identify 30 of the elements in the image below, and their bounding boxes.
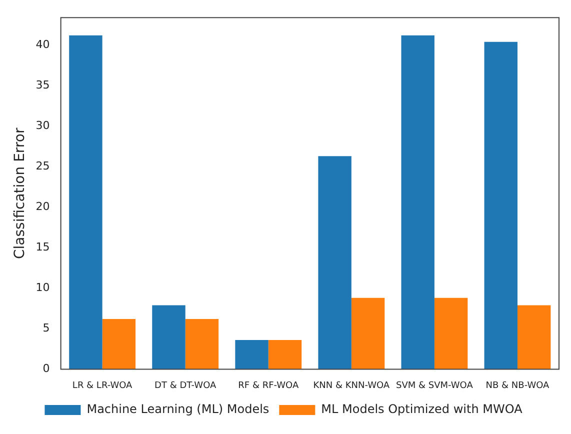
bar [268, 340, 302, 370]
legend-label: ML Models Optimized with MWOA [321, 402, 524, 416]
x-tick-label: SVM & SVM-WOA [396, 380, 474, 391]
y-tick-label: 20 [36, 200, 50, 214]
bar [185, 318, 219, 370]
x-tick-label: NB & NB-WOA [486, 380, 550, 391]
bar [484, 42, 518, 370]
y-tick-label: 5 [42, 322, 50, 335]
x-tick-label: LR & LR-WOA [72, 380, 134, 391]
bar [69, 35, 102, 370]
y-tick-label: 25 [36, 160, 50, 173]
legend-label: Machine Learning (ML) Models [86, 402, 270, 416]
bar [401, 35, 434, 370]
y-tick-label: 10 [36, 281, 50, 294]
y-tick-label: 30 [36, 119, 50, 132]
bar [318, 156, 352, 370]
bar [102, 318, 136, 370]
bar [235, 340, 268, 370]
y-axis-title: Classification Error [12, 128, 28, 260]
bar [152, 305, 186, 370]
y-tick-label: 40 [36, 38, 50, 52]
y-tick-label: 0 [42, 362, 50, 376]
bar [434, 298, 468, 370]
x-tick-label: RF & RF-WOA [238, 380, 300, 391]
x-tick-label: KNN & KNN-WOA [313, 380, 390, 391]
bar [517, 305, 551, 370]
y-tick-label: 15 [36, 240, 50, 254]
bar [351, 298, 385, 370]
x-tick-label: DT & DT-WOA [154, 380, 218, 391]
y-tick-label: 35 [36, 78, 50, 92]
